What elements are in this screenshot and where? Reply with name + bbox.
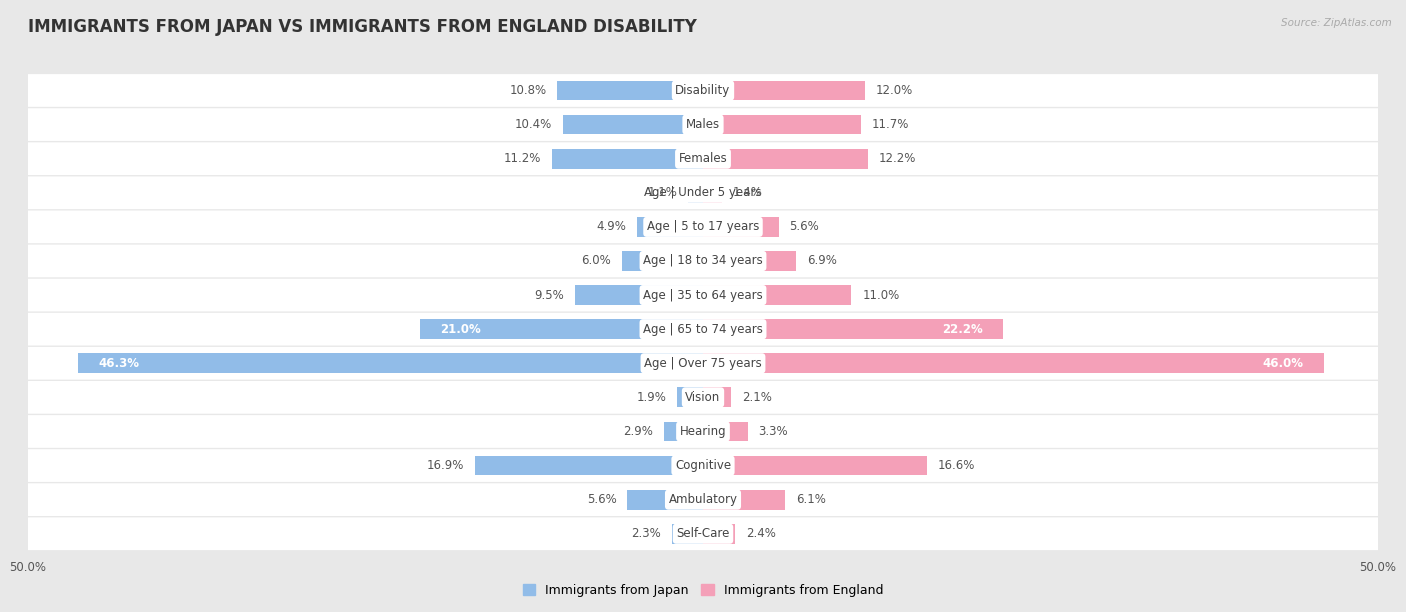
FancyBboxPatch shape [28,211,1378,243]
Text: Disability: Disability [675,84,731,97]
Text: Hearing: Hearing [679,425,727,438]
FancyBboxPatch shape [28,381,1378,414]
Text: 2.9%: 2.9% [623,425,652,438]
Bar [703,114,860,135]
Text: IMMIGRANTS FROM JAPAN VS IMMIGRANTS FROM ENGLAND DISABILITY: IMMIGRANTS FROM JAPAN VS IMMIGRANTS FROM… [28,18,697,36]
Text: 11.2%: 11.2% [503,152,541,165]
Bar [575,285,703,305]
Text: 3.3%: 3.3% [758,425,787,438]
Text: 2.3%: 2.3% [631,528,661,540]
FancyBboxPatch shape [28,313,1378,346]
Text: Males: Males [686,118,720,131]
Text: 11.7%: 11.7% [872,118,910,131]
Text: 6.9%: 6.9% [807,255,837,267]
Bar [79,353,703,373]
FancyBboxPatch shape [28,347,1378,379]
Text: Females: Females [679,152,727,165]
Text: 1.1%: 1.1% [648,186,678,200]
Bar [637,217,703,237]
Text: 10.8%: 10.8% [509,84,547,97]
Text: Ambulatory: Ambulatory [668,493,738,506]
Text: 46.0%: 46.0% [1263,357,1303,370]
Text: 5.6%: 5.6% [586,493,617,506]
Bar [703,387,731,407]
FancyBboxPatch shape [28,74,1378,107]
Text: 12.0%: 12.0% [876,84,912,97]
Bar [703,149,868,168]
Bar [703,319,1002,339]
Text: 46.3%: 46.3% [98,357,139,370]
FancyBboxPatch shape [28,278,1378,312]
Bar [562,114,703,135]
Bar [703,285,852,305]
Bar [703,422,748,441]
Text: 12.2%: 12.2% [879,152,915,165]
Bar [703,183,721,203]
FancyBboxPatch shape [28,415,1378,448]
Text: 16.9%: 16.9% [426,459,464,472]
Text: Self-Care: Self-Care [676,528,730,540]
Bar [703,490,786,510]
Text: Age | Over 75 years: Age | Over 75 years [644,357,762,370]
Text: 5.6%: 5.6% [789,220,820,233]
Bar [703,251,796,271]
Bar [551,149,703,168]
Text: 6.0%: 6.0% [582,255,612,267]
Text: Age | 65 to 74 years: Age | 65 to 74 years [643,323,763,335]
Text: 4.9%: 4.9% [596,220,626,233]
Bar [672,524,703,543]
Text: 10.4%: 10.4% [515,118,551,131]
Bar [678,387,703,407]
Bar [621,251,703,271]
Text: 2.1%: 2.1% [742,391,772,404]
FancyBboxPatch shape [28,143,1378,175]
Text: Age | Under 5 years: Age | Under 5 years [644,186,762,200]
Legend: Immigrants from Japan, Immigrants from England: Immigrants from Japan, Immigrants from E… [517,579,889,602]
Bar [664,422,703,441]
FancyBboxPatch shape [28,176,1378,209]
Bar [475,456,703,476]
Bar [703,217,779,237]
Text: 6.1%: 6.1% [796,493,825,506]
FancyBboxPatch shape [28,108,1378,141]
Bar [688,183,703,203]
Bar [627,490,703,510]
Text: 1.9%: 1.9% [637,391,666,404]
Text: Age | 35 to 64 years: Age | 35 to 64 years [643,289,763,302]
Bar [557,81,703,100]
Bar [419,319,703,339]
Text: 22.2%: 22.2% [942,323,983,335]
Text: 1.4%: 1.4% [733,186,762,200]
Text: Vision: Vision [685,391,721,404]
FancyBboxPatch shape [28,449,1378,482]
Text: 2.4%: 2.4% [747,528,776,540]
Text: Age | 18 to 34 years: Age | 18 to 34 years [643,255,763,267]
Text: Age | 5 to 17 years: Age | 5 to 17 years [647,220,759,233]
Text: 21.0%: 21.0% [440,323,481,335]
Text: 11.0%: 11.0% [862,289,900,302]
Text: Source: ZipAtlas.com: Source: ZipAtlas.com [1281,18,1392,28]
Text: 9.5%: 9.5% [534,289,564,302]
FancyBboxPatch shape [28,245,1378,277]
FancyBboxPatch shape [28,483,1378,516]
Text: Cognitive: Cognitive [675,459,731,472]
Bar [703,353,1324,373]
FancyBboxPatch shape [28,517,1378,550]
Text: 16.6%: 16.6% [938,459,976,472]
Bar [703,81,865,100]
Bar [703,456,927,476]
Bar [703,524,735,543]
